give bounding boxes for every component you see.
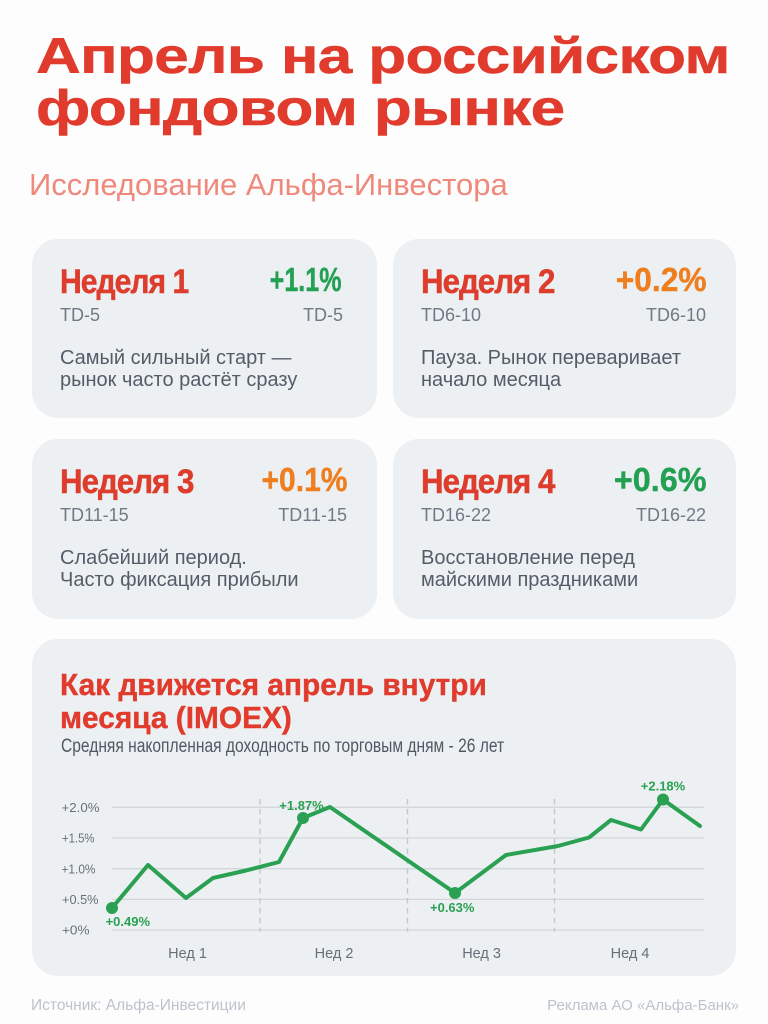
svg-text:Нед 3: Нед 3 <box>462 946 501 962</box>
svg-text:+0.63%: +0.63% <box>430 900 475 915</box>
svg-text:Нед 2: Нед 2 <box>315 946 354 962</box>
svg-text:+0.5%: +0.5% <box>62 892 99 907</box>
svg-text:+1.5%: +1.5% <box>62 831 95 846</box>
svg-text:Нед 4: Нед 4 <box>611 946 650 962</box>
svg-text:+1.0%: +1.0% <box>62 861 96 876</box>
svg-text:+2.18%: +2.18% <box>641 779 686 794</box>
svg-text:+1.87%: +1.87% <box>279 798 324 813</box>
svg-text:+0%: +0% <box>62 923 90 938</box>
svg-text:+2.0%: +2.0% <box>62 800 100 815</box>
svg-text:+0.49%: +0.49% <box>106 914 151 929</box>
svg-text:Нед 1: Нед 1 <box>168 946 207 962</box>
